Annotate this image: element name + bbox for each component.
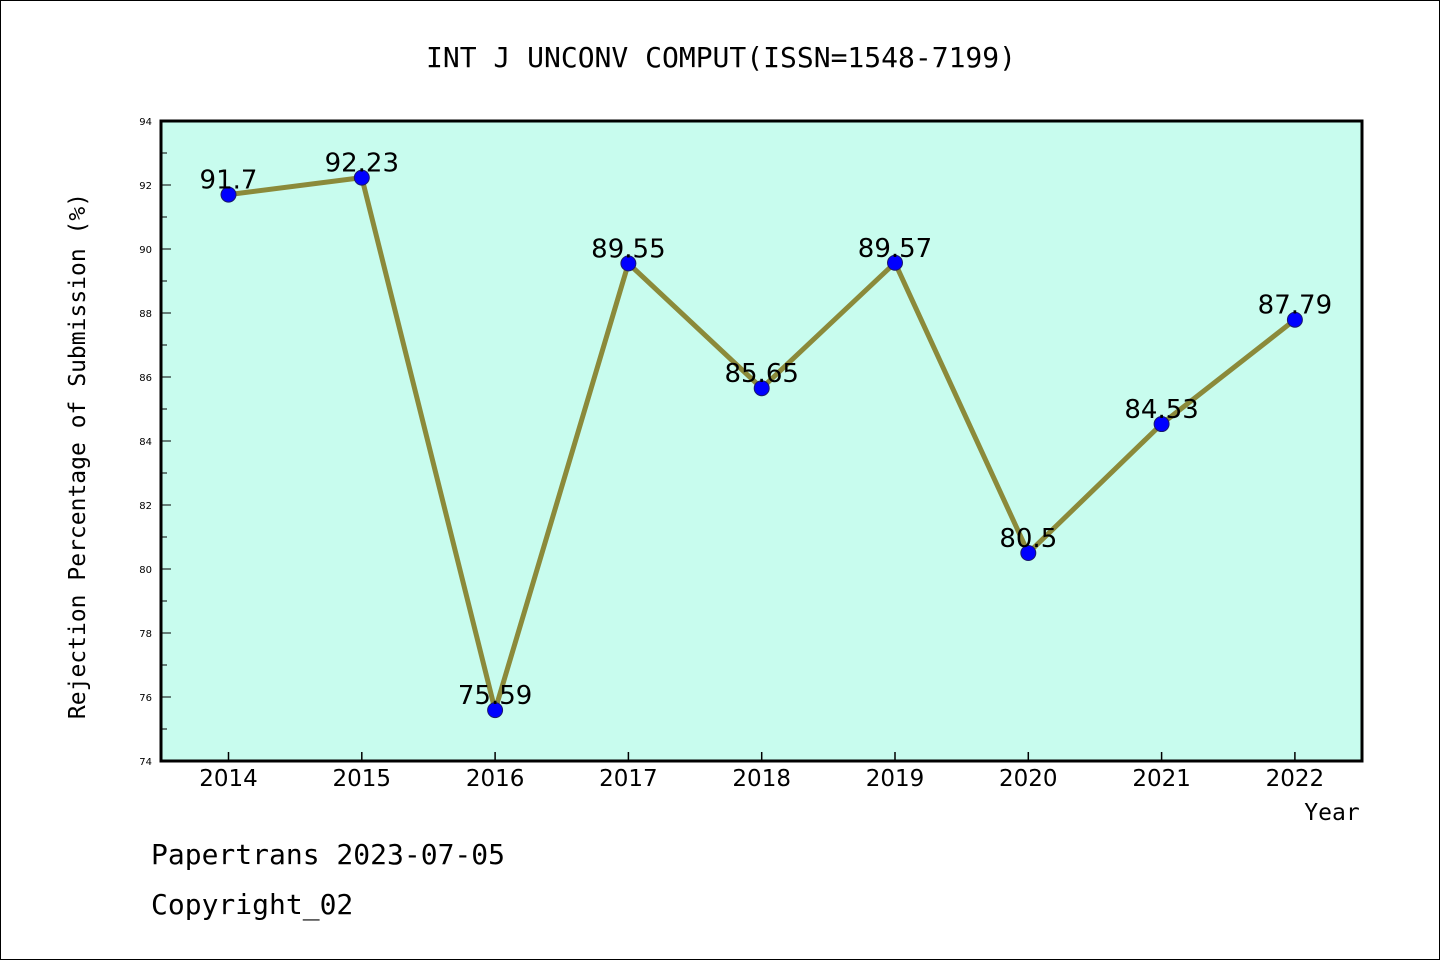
x-tick-label: 2019: [866, 766, 925, 792]
data-value-label: 80.5: [999, 524, 1057, 554]
x-tick-label: 2016: [466, 766, 525, 792]
chart-title: INT J UNCONV COMPUT(ISSN=1548-7199): [426, 41, 1016, 74]
x-tick-label: 2018: [732, 766, 791, 792]
data-point-marker: [353, 169, 370, 186]
series-layer: 91.7 92.23 75.59 89.55 85.65 89.57 80.5 84.53 87…: [200, 149, 1332, 719]
data-point-marker: [753, 380, 770, 397]
y-tick-label: 92: [139, 181, 152, 192]
data-value-label: 84.53: [1124, 395, 1198, 425]
x-tick-label: 2021: [1132, 766, 1191, 792]
data-value-label: 85.65: [724, 359, 798, 389]
y-tick-label: 94: [139, 117, 152, 128]
footer-date-line: Papertrans 2023-07-05: [151, 838, 505, 871]
y-axis: 74 76 78 80 82 84 86 88 90 92 94: [139, 117, 171, 768]
data-value-label: 89.55: [591, 234, 665, 264]
y-tick-label: 88: [139, 309, 152, 320]
data-value-label: 92.23: [325, 149, 399, 179]
y-axis-title: Rejection Percentage of Submission (%): [65, 193, 91, 719]
x-tick-label: 2020: [999, 766, 1058, 792]
data-point-marker: [1153, 416, 1170, 433]
plot-area: [159, 119, 1364, 763]
data-value-label: 89.57: [858, 234, 932, 264]
data-point-marker: [1286, 311, 1303, 328]
y-tick-label: 82: [139, 501, 152, 512]
data-point-marker: [887, 254, 903, 271]
y-tick-label: 86: [139, 373, 152, 384]
y-tick-label: 80: [139, 565, 152, 576]
data-point-marker: [1020, 545, 1037, 561]
data-point-marker: [487, 702, 504, 719]
y-tick-label: 74: [139, 757, 152, 768]
data-point-marker: [620, 255, 637, 272]
y-tick-label: 76: [139, 693, 152, 704]
footer-copyright-line: Copyright_02: [151, 888, 353, 922]
x-tick-label: 2022: [1266, 766, 1325, 792]
x-tick-label: 2017: [599, 766, 658, 792]
y-tick-label: 90: [139, 245, 152, 256]
x-axis-title: Year: [1304, 800, 1359, 826]
y-tick-label: 78: [139, 629, 152, 640]
data-value-label: 87.79: [1258, 291, 1332, 321]
x-axis: 2014 2015 2016 2017 2018 2019 2020 2021 2022: [199, 752, 1324, 792]
x-tick-label: 2015: [333, 766, 392, 792]
x-tick-label: 2014: [199, 766, 258, 792]
data-point-marker: [220, 186, 237, 203]
data-value-label: 91.7: [200, 166, 258, 196]
data-value-label: 75.59: [458, 681, 532, 711]
y-tick-label: 84: [139, 437, 152, 448]
